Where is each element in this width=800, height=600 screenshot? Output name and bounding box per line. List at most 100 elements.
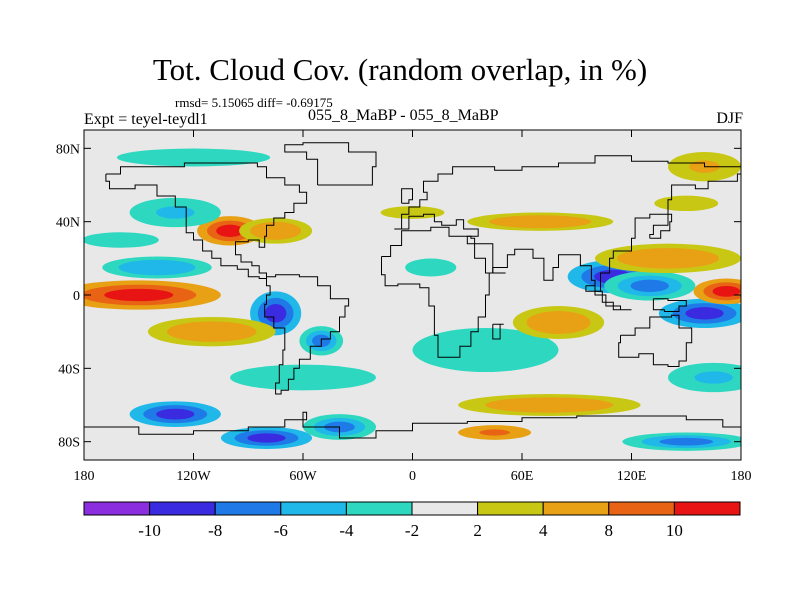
comparison-label: 055_8_MaBP - 055_8_MaBP — [308, 107, 499, 124]
colorbar-swatch — [83, 501, 151, 516]
anomaly-contour — [509, 217, 571, 226]
colorbar-swatch — [149, 501, 216, 516]
colorbar-label: 10 — [666, 521, 683, 540]
colorbar-swatch — [673, 501, 741, 516]
anomaly-contour — [264, 304, 287, 323]
coastline — [264, 274, 350, 395]
anomaly-region — [458, 394, 641, 416]
latitude-axis: 80N 40N 0 40S 80S — [56, 142, 741, 451]
colorbar-swatch — [411, 501, 479, 516]
anomaly-region — [129, 197, 221, 228]
anomaly-region — [220, 427, 313, 449]
lat-tick-label: 40N — [56, 216, 80, 231]
anomaly-contour — [694, 371, 733, 384]
anomaly-contour — [184, 325, 239, 338]
lat-tick-label: 80S — [58, 436, 80, 451]
colorbar-label: -8 — [208, 521, 222, 540]
coastline — [585, 285, 632, 311]
lat-tick-label: 80N — [56, 142, 80, 157]
anomaly-contour — [247, 433, 286, 443]
anomaly-region — [84, 280, 221, 310]
colorbar-label: 4 — [539, 521, 548, 540]
colorbar-swatch — [542, 501, 610, 516]
lon-tick-label: 120W — [176, 469, 211, 484]
coastline-outlines — [84, 142, 741, 439]
anomaly-contour — [393, 208, 432, 217]
anomaly-region — [622, 432, 741, 451]
colorbar-swatch — [214, 501, 282, 516]
anomaly-contour — [147, 152, 240, 163]
lon-tick-label: 60E — [511, 469, 534, 484]
lat-tick-label: 0 — [73, 289, 80, 304]
coastline — [401, 188, 413, 204]
anomaly-contour — [454, 340, 517, 360]
anomaly-contour — [415, 262, 447, 273]
lat-tick-label: 40S — [58, 362, 80, 377]
coastline — [652, 298, 687, 312]
anomaly-region — [239, 218, 313, 244]
coastline — [381, 226, 506, 358]
colorbar-label: -4 — [339, 521, 354, 540]
anomaly-region — [129, 401, 221, 427]
anomaly-region — [467, 212, 614, 231]
colorbar-swatch — [608, 501, 675, 516]
lon-tick-label: 60W — [289, 469, 317, 484]
coastline — [284, 142, 377, 186]
colorbar: -10 -8 -6 -4 -2 2 4 8 10 — [83, 501, 741, 540]
coastline — [105, 162, 308, 279]
anomaly-region — [595, 243, 741, 273]
anomaly-contour — [156, 206, 195, 219]
anomaly-contour — [260, 225, 291, 237]
coastline — [84, 411, 741, 439]
anomaly-contour — [630, 279, 669, 292]
coastline — [394, 155, 741, 292]
colorbar-label: 8 — [605, 521, 614, 540]
anomaly-contour — [104, 288, 174, 302]
season-label: DJF — [716, 110, 743, 127]
colorbar-label: -6 — [274, 521, 288, 540]
lon-tick-label: 120E — [617, 469, 647, 484]
anomaly-contour — [685, 307, 724, 320]
coastline — [618, 314, 693, 367]
stats-label: rmsd= 5.15065 diff= -0.69175 — [175, 95, 333, 110]
anomaly-contour — [659, 437, 714, 446]
colorbar-swatch — [477, 501, 544, 516]
anomaly-contour — [637, 252, 699, 265]
anomaly-region — [147, 317, 276, 347]
anomaly-region — [412, 328, 559, 372]
colorbar-swatch — [280, 501, 347, 516]
anomaly-contour — [272, 372, 334, 383]
plot-title: Tot. Cloud Cov. (random overlap, in %) — [152, 52, 648, 87]
colorbar-label: -10 — [138, 521, 161, 540]
lon-tick-label: 180 — [74, 469, 95, 484]
anomaly-region — [693, 278, 741, 305]
coastline — [492, 323, 504, 340]
anomaly-region — [512, 306, 605, 339]
anomaly-region — [405, 258, 457, 277]
anomaly-contour — [156, 408, 195, 420]
experiment-label: Expt = teyel-teydl1 — [84, 111, 208, 128]
anomaly-contour — [712, 285, 741, 297]
lon-tick-label: 0 — [409, 469, 416, 484]
anomaly-region — [604, 271, 696, 301]
anomaly-region — [668, 362, 741, 393]
colorbar-label: -2 — [405, 521, 419, 540]
anomaly-contour — [134, 262, 180, 273]
anomaly-region — [102, 256, 212, 279]
anomaly-region — [230, 364, 376, 391]
coastline — [649, 213, 673, 239]
cloud-cover-field — [84, 130, 741, 460]
anomaly-region — [116, 148, 271, 167]
anomaly-region — [84, 232, 159, 248]
colorbar-swatch — [345, 501, 413, 516]
lon-tick-label: 180 — [731, 469, 752, 484]
anomaly-contour — [511, 400, 588, 410]
anomaly-contour — [216, 224, 244, 237]
anomaly-contour — [667, 198, 706, 208]
longitude-axis: 180 120W 60W 0 60E 120E 180 — [74, 130, 752, 484]
anomaly-region — [654, 195, 719, 212]
anomaly-contour — [539, 315, 578, 330]
anomaly-contour — [97, 235, 144, 245]
anomaly-region — [458, 425, 532, 440]
